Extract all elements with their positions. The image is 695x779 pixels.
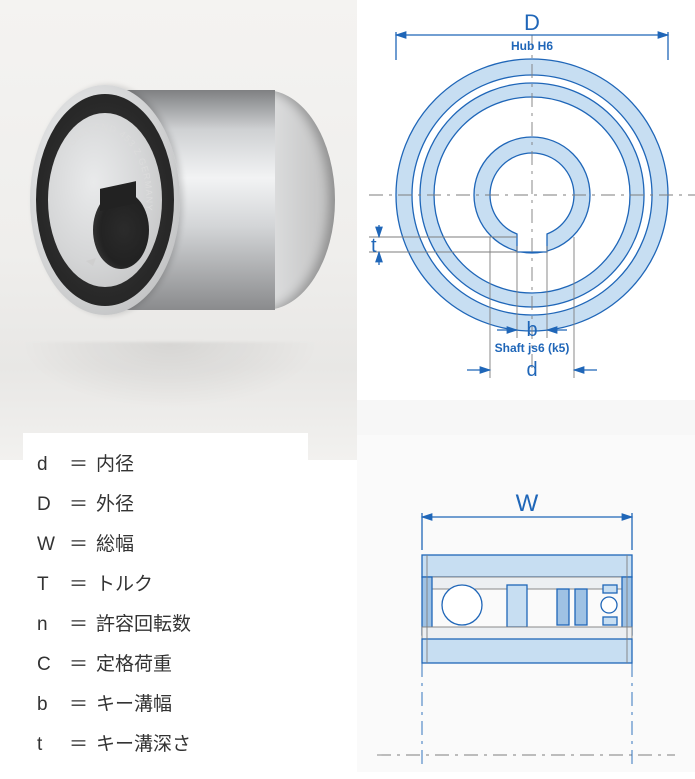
label-W: W xyxy=(516,490,539,517)
legend-desc: 外径 xyxy=(96,485,134,525)
section-view-diagram: W xyxy=(357,435,695,772)
legend-row: D ＝ 外径 xyxy=(37,485,294,525)
legend-eq: ＝ xyxy=(69,725,88,765)
legend-desc: 許容回転数 xyxy=(96,605,191,645)
legend-desc: 総幅 xyxy=(96,525,134,565)
label-b: b xyxy=(526,319,537,341)
clutch-front-face: GMN FND 453 Z GERMANY xyxy=(30,85,180,315)
front-view-diagram: D Hub H6 t b Shaft js6 (k5) d xyxy=(357,0,695,400)
legend-desc: 内径 xyxy=(96,445,134,485)
legend-symbol: n xyxy=(37,605,63,645)
separator-strip xyxy=(357,400,695,435)
legend-eq: ＝ xyxy=(69,645,88,685)
clutch-inner-ring xyxy=(48,113,162,287)
legend-row: t ＝ キー溝深さ xyxy=(37,725,294,765)
legend-box: d ＝ 内径 D ＝ 外径 W ＝ 総幅 T ＝ トルク n ＝ 許容回転数 C… xyxy=(23,433,308,779)
section-view-svg: W xyxy=(357,435,695,772)
legend-eq: ＝ xyxy=(69,445,88,485)
label-hub: Hub H6 xyxy=(511,39,553,53)
label-shaft: Shaft js6 (k5) xyxy=(495,341,570,355)
legend-row: T ＝ トルク xyxy=(37,565,294,605)
legend-eq: ＝ xyxy=(69,525,88,565)
legend-desc: トルク xyxy=(96,565,153,605)
legend-symbol: b xyxy=(37,685,63,725)
legend-symbol: W xyxy=(37,525,63,565)
legend-eq: ＝ xyxy=(69,565,88,605)
legend-eq: ＝ xyxy=(69,485,88,525)
clutch-illustration: GMN FND 453 Z GERMANY xyxy=(30,85,310,315)
legend-eq: ＝ xyxy=(69,605,88,645)
photo-reflection xyxy=(20,342,320,408)
label-D: D xyxy=(524,10,540,35)
label-t: t xyxy=(371,235,377,257)
legend-eq: ＝ xyxy=(69,685,88,725)
legend-row: d ＝ 内径 xyxy=(37,445,294,485)
legend-symbol: t xyxy=(37,725,63,765)
legend-symbol: C xyxy=(37,645,63,685)
legend-desc: 定格荷重 xyxy=(96,645,172,685)
legend-row: b ＝ キー溝幅 xyxy=(37,685,294,725)
front-view-svg: D Hub H6 t b Shaft js6 (k5) d xyxy=(357,0,695,400)
legend-row: W ＝ 総幅 xyxy=(37,525,294,565)
legend-symbol: T xyxy=(37,565,63,605)
page-root: GMN FND 453 Z GERMANY xyxy=(0,0,695,772)
legend-row: n ＝ 許容回転数 xyxy=(37,605,294,645)
label-d: d xyxy=(526,359,537,381)
legend-desc: キー溝深さ xyxy=(96,725,191,765)
legend-desc: キー溝幅 xyxy=(96,685,172,725)
legend-symbol: d xyxy=(37,445,63,485)
legend-row: C ＝ 定格荷重 xyxy=(37,645,294,685)
product-photo-panel: GMN FND 453 Z GERMANY xyxy=(0,0,357,460)
legend-symbol: D xyxy=(37,485,63,525)
